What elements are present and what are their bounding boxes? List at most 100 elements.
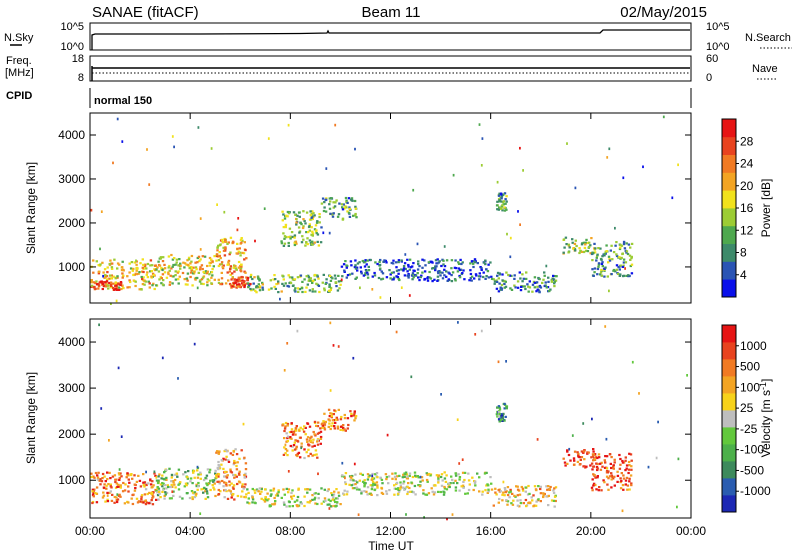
velocity-echo [168,467,171,470]
velocity-echo [202,491,205,494]
power-echo [311,240,314,243]
power-echo [359,266,362,269]
power-echo [101,261,104,264]
velocity-echo [621,459,624,463]
power-echo [503,209,507,212]
velocity-echo [329,427,332,431]
power-echo [607,261,610,264]
velocity-echo [296,440,300,443]
velocity-echo [170,497,173,500]
power-echo [310,226,313,229]
power-echo [190,260,193,263]
velocity-echo [233,498,236,501]
power-echo [227,279,230,282]
velocity-echo [241,490,244,493]
power-echo [331,277,334,280]
velocity-echo [592,482,596,485]
velocity-echo [630,468,633,471]
velocity-echo [257,490,260,493]
power-echo [621,265,625,268]
velocity-echo [472,488,475,492]
velocity-echo [100,480,104,483]
power-echo [112,275,115,278]
velocity-echo [358,479,361,482]
velocity-echo [309,452,312,455]
velocity-echo [295,499,299,502]
velocity-echo [410,375,413,379]
velocity-echo [306,488,309,491]
power-echo [333,205,337,208]
power-echo [102,284,106,287]
velocity-echo [251,496,254,499]
power-echo [177,278,180,281]
power-echo [502,193,505,196]
velocity-echo [404,471,408,474]
power-echo [153,287,156,291]
velocity-echo [567,453,571,457]
velocity-echo [277,491,280,494]
velocity-echo [114,486,118,489]
power-echo [620,256,623,259]
power-echo [308,225,311,228]
velocity-echo [217,460,220,464]
power-echo [286,210,290,214]
velocity-x-tick-label: 16:00 [476,524,506,538]
power-echo [117,286,121,289]
velocity-echo [618,467,622,470]
velocity-echo [363,490,366,493]
power-echo [232,283,235,286]
velocity-echo [170,483,173,486]
power-echo [116,267,119,270]
power-echo [325,278,328,281]
power-echo [311,234,314,237]
power-echo [614,226,616,230]
power-echo [115,299,118,303]
velocity-echo [260,487,263,491]
velocity-echo [496,415,499,418]
velocity-echo [223,481,226,484]
power-echo [216,249,219,252]
velocity-echo [243,495,246,499]
power-echo [311,217,314,221]
velocity-echo [628,452,631,455]
power-echo [604,266,607,269]
velocity-echo [596,456,599,460]
power-echo [615,241,618,244]
velocity-echo [208,471,211,474]
velocity-echo [228,480,231,483]
velocity-echo [457,321,459,324]
power-echo [305,241,308,244]
velocity-echo [282,488,285,491]
velocity-echo [223,489,226,492]
power-echo [627,274,630,277]
velocity-echo [316,425,320,428]
power-echo [392,276,396,279]
power-echo [277,282,280,285]
power-echo [354,207,357,210]
velocity-echo [520,485,523,489]
power-echo [309,214,312,217]
power-echo [460,262,463,266]
power-echo [222,246,225,249]
power-echo [305,211,309,214]
velocity-echo [333,427,336,430]
velocity-echo [193,496,197,499]
velocity-echo [322,500,326,503]
power-echo [94,282,97,285]
velocity-echo [225,476,229,479]
power-echo [317,244,321,247]
power-echo [495,280,499,283]
power-echo [341,208,345,211]
velocity-echo [393,493,396,496]
power-echo [545,286,548,289]
velocity-echo [616,474,620,477]
power-echo [232,285,236,288]
velocity-echo [287,470,290,473]
velocity-echo [104,480,107,483]
power-echo [311,288,314,291]
velocity-echo [587,451,590,454]
velocity-echo [224,475,227,478]
power-echo [519,277,522,280]
power-echo [287,212,291,215]
velocity-echo [155,489,158,492]
